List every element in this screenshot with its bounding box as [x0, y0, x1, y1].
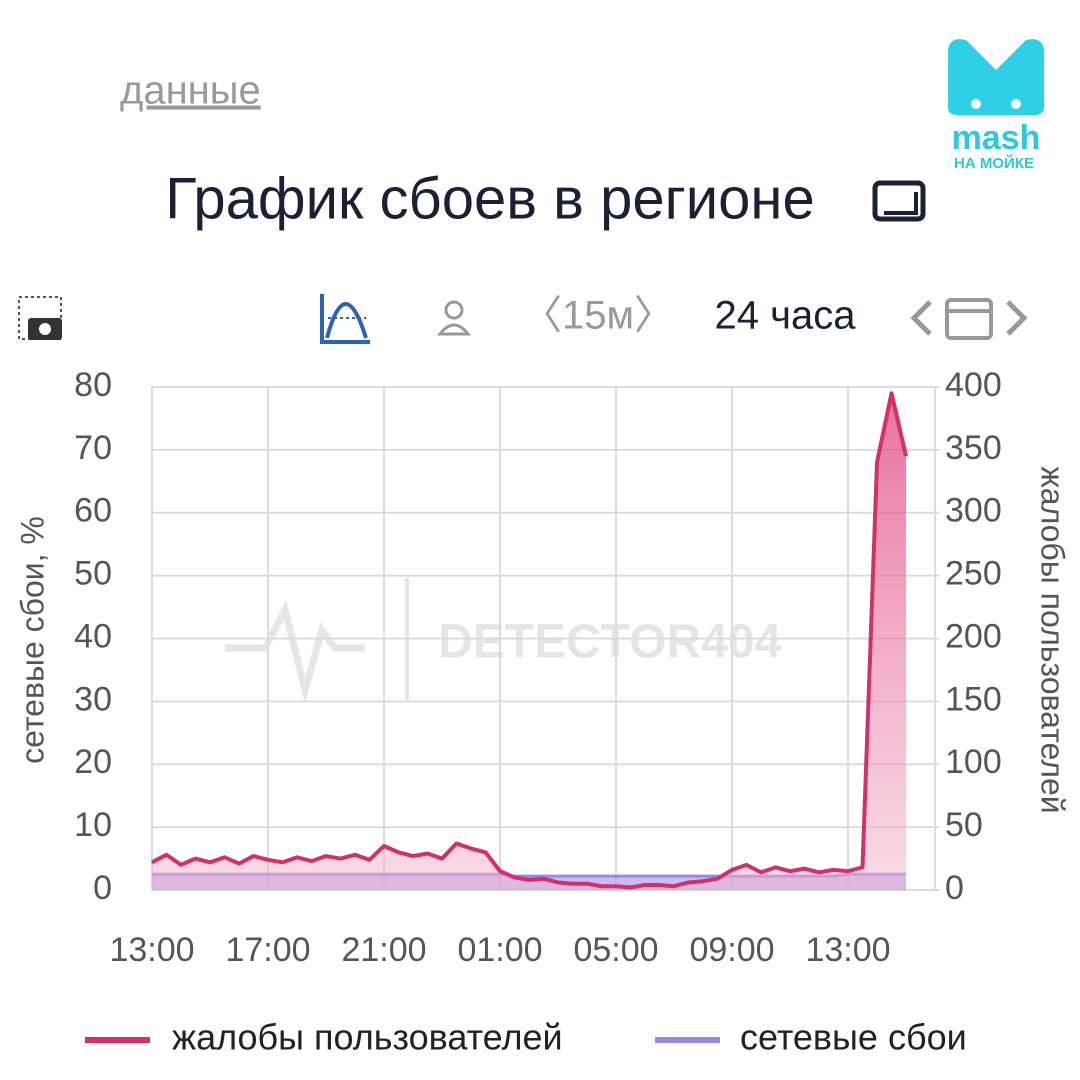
y-tick-label: 80 — [74, 366, 112, 404]
user-icon[interactable] — [436, 300, 472, 336]
y2-tick-label: 50 — [945, 806, 983, 844]
camera-icon[interactable] — [18, 296, 62, 340]
line — [151, 391, 908, 890]
y2-axis-title: жалобы пользователей — [1035, 466, 1071, 813]
x-tick-label: 09:00 — [689, 931, 774, 969]
watermark-text: DETECTOR404 — [438, 616, 782, 669]
y2-tick-label: 100 — [945, 743, 1002, 781]
logo: mash НА МОЙКЕ — [948, 39, 1044, 172]
logo-text: mash — [952, 119, 1041, 157]
y-tick-label: 10 — [74, 806, 112, 844]
range-label: 24 часа — [715, 294, 857, 338]
y-tick-label: 30 — [74, 680, 112, 718]
y-tick-label: 0 — [93, 869, 112, 907]
y-tick-label: 50 — [74, 555, 112, 593]
plot — [151, 386, 939, 891]
x-tick-label: 05:00 — [573, 931, 658, 969]
data-link[interactable]: данные — [120, 69, 261, 113]
chart-mode-icon[interactable] — [320, 294, 370, 344]
x-tick-label: 21:00 — [341, 931, 426, 969]
x-tick-label: 17:00 — [225, 931, 310, 969]
interval-selector[interactable]: 〈15м〉 — [522, 294, 674, 338]
chart-title: График сбоев в регионе — [165, 166, 814, 231]
y2-tick-label: 250 — [945, 555, 1002, 593]
y-tick-label: 40 — [74, 617, 112, 655]
x-tick-label: 13:00 — [109, 931, 194, 969]
watermark: DETECTOR404 — [225, 578, 782, 704]
x-tick-label: 13:00 — [805, 931, 890, 969]
y2-tick-label: 350 — [945, 429, 1002, 467]
x-tick-label: 01:00 — [457, 931, 542, 969]
legend-label: жалобы пользователей — [172, 1017, 563, 1058]
y-axis-title: сетевые сбои, % — [14, 516, 50, 764]
y-tick-label: 20 — [74, 743, 112, 781]
screen-icon — [872, 180, 926, 222]
y2-tick-label: 300 — [945, 492, 1002, 530]
legend-label: сетевые сбои — [740, 1017, 967, 1058]
y2-tick-label: 0 — [945, 869, 964, 907]
y-tick-label: 70 — [74, 429, 112, 467]
calendar-nav[interactable] — [910, 298, 1028, 340]
logo-subtext: НА МОЙКЕ — [954, 154, 1034, 172]
y2-tick-label: 200 — [945, 617, 1002, 655]
y-tick-label: 60 — [74, 492, 112, 530]
y2-tick-label: 150 — [945, 680, 1002, 718]
y2-tick-label: 400 — [945, 366, 1002, 404]
